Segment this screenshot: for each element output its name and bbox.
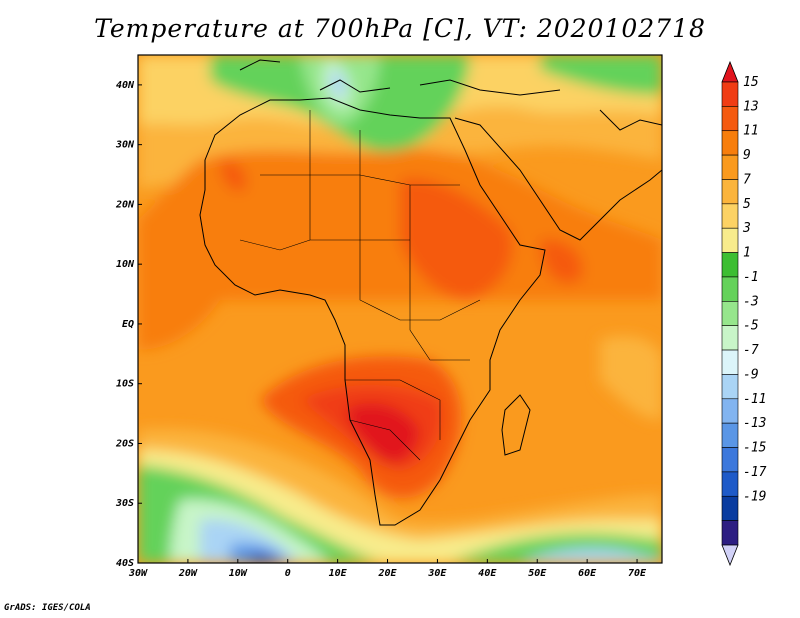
lat-tick-label: 30N: [115, 140, 135, 151]
colorbar-max-arrow: [721, 60, 739, 83]
colorbar-swatch: [721, 301, 739, 326]
colorbar-label: -7: [743, 343, 759, 358]
longitude-axis: 30W 20W 10W 0 10E 20E 30E 40E 50E 60E 70E: [128, 559, 647, 579]
colorbar-label: 9: [743, 148, 751, 163]
colorbar-swatch: [721, 154, 739, 180]
lat-tick-label: 20N: [115, 199, 135, 210]
colorbar-label: -9: [743, 367, 759, 382]
colorbar-swatch: [721, 349, 739, 375]
lon-tick-label: 20E: [377, 568, 397, 579]
lat-tick-label: 40N: [116, 80, 135, 91]
colorbar-swatch: [721, 398, 739, 424]
colorbar-swatch: [721, 81, 739, 107]
lat-tick-label: 30S: [115, 498, 134, 509]
colorbar-label: 5: [743, 197, 751, 212]
lon-tick-label: 70E: [628, 568, 647, 579]
colorbar-label: 7: [743, 172, 751, 187]
lon-tick-label: 40E: [478, 568, 497, 579]
colorbar-swatch: [721, 106, 739, 132]
colorbar-label: 3: [742, 221, 751, 236]
lat-tick-label: EQ: [122, 319, 134, 330]
colorbar-swatch: [721, 495, 739, 521]
colorbar-label: -11: [743, 392, 766, 407]
country-borders: [239, 110, 481, 461]
colorbar-label: -19: [743, 489, 766, 504]
colorbar-swatch: [721, 179, 739, 205]
lon-tick-label: 20W: [178, 568, 198, 579]
colorbar-swatch: [721, 227, 739, 253]
colorbar-swatch: [721, 325, 739, 351]
colorbar-swatch: [721, 276, 739, 302]
lon-tick-label: 10W: [229, 568, 248, 579]
colorbar-label: 11: [743, 124, 759, 139]
colorbar-label: -3: [743, 294, 759, 309]
plot-frame: [137, 54, 663, 564]
colorbar-swatch: [721, 471, 739, 497]
map-title: Temperature at 700hPa [C], VT: 202010271…: [94, 14, 706, 43]
colorbar-swatch: [721, 374, 739, 400]
colorbar-label: -5: [743, 319, 759, 334]
lon-tick-label: 30E: [427, 568, 447, 579]
colorbar-label: -1: [743, 270, 759, 285]
colorbar-min-arrow: [721, 544, 739, 567]
colorbar-label: -13: [743, 416, 766, 431]
lon-tick-label: 60E: [578, 568, 597, 579]
lat-tick-label: 10N: [116, 259, 135, 270]
latitude-axis: 40N 30N 20N 10N EQ 10S 20S 30S 40S: [115, 80, 142, 569]
lon-tick-label: 0: [285, 568, 291, 579]
lat-tick-label: 40S: [116, 558, 134, 569]
lat-tick-label: 20S: [115, 438, 134, 449]
coastlines: [199, 59, 662, 526]
colorbar-swatch: [721, 447, 739, 473]
colorbar-label: -17: [743, 465, 767, 480]
colorbar-swatch: [721, 203, 739, 229]
colorbar-label: 1: [743, 246, 751, 261]
lat-tick-label: 10S: [116, 379, 134, 390]
colorbar: 15 13 11 9 7 5 3 1 -1 -3 -5 -7 -9 -11 -13 -15 -17 -19: [721, 60, 767, 567]
temperature-field: [138, 55, 662, 563]
colorbar-label: 15: [743, 75, 759, 90]
colorbar-label: 13: [743, 99, 759, 114]
lon-tick-label: 10E: [329, 568, 348, 579]
colorbar-swatch: [721, 130, 739, 156]
grads-credit: GrADS: IGES/COLA: [4, 603, 91, 613]
colorbar-swatch: [721, 422, 739, 448]
colorbar-swatch: [721, 520, 739, 546]
lon-tick-label: 30W: [128, 568, 148, 579]
colorbar-swatch: [721, 252, 739, 278]
lon-tick-label: 50E: [528, 568, 547, 579]
colorbar-label: -15: [743, 441, 767, 456]
